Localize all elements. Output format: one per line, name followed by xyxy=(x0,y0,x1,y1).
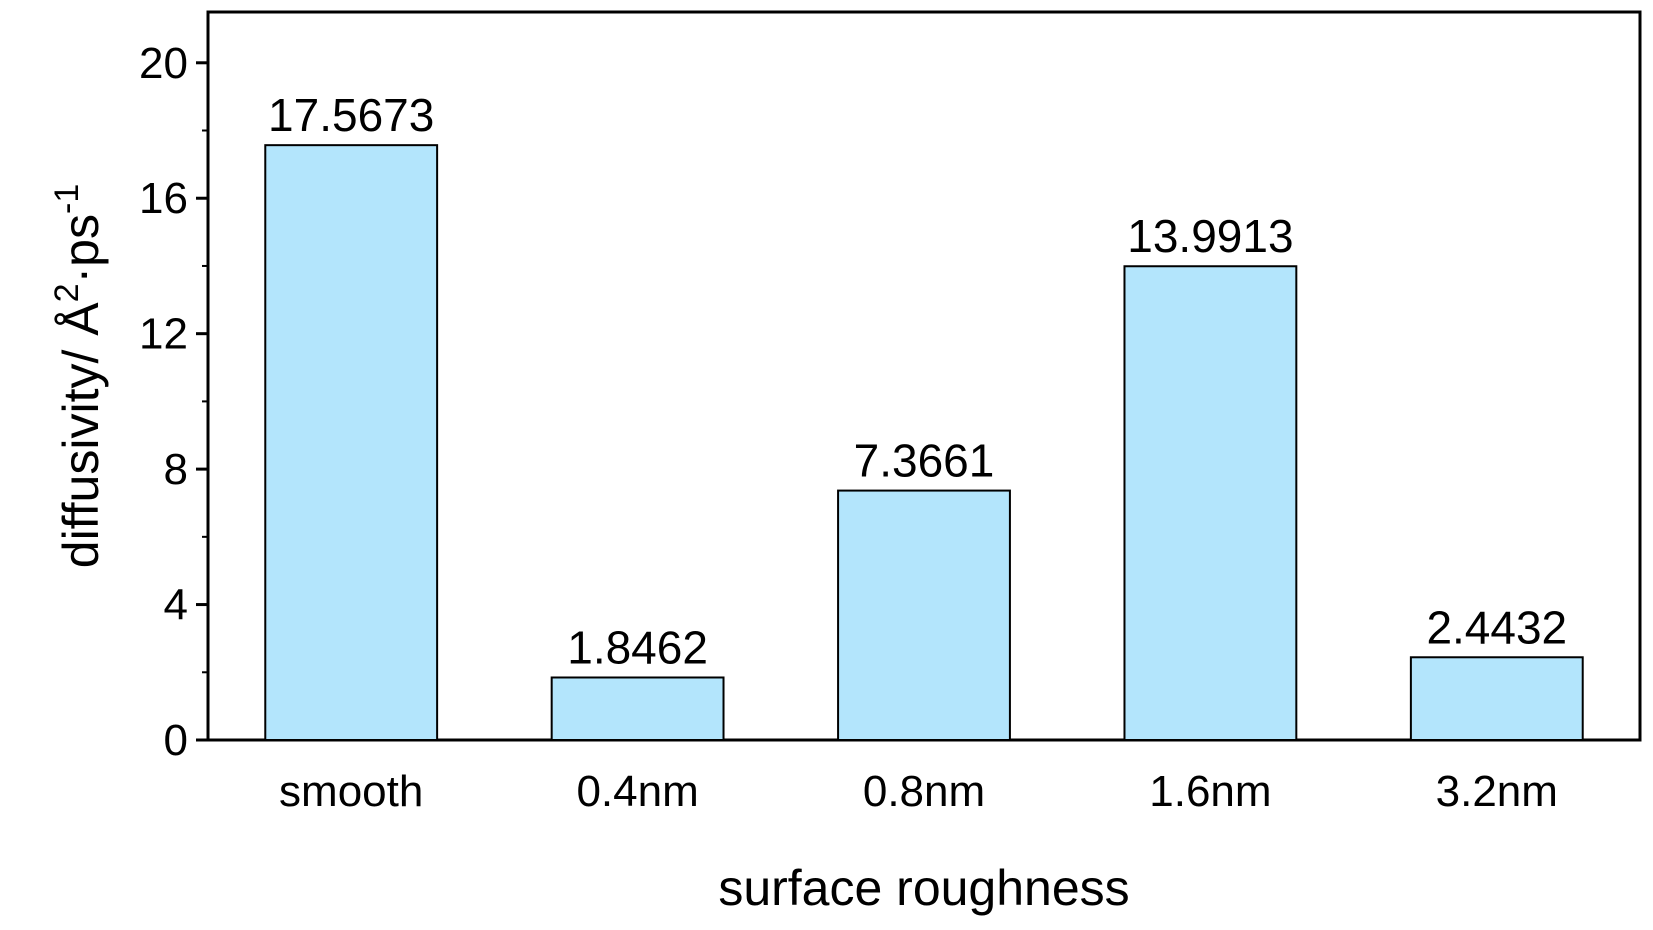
y-axis-title-sup-2: -1 xyxy=(48,184,86,214)
bar-1.6nm xyxy=(1123,265,1298,741)
data-label-0.8nm: 7.3661 xyxy=(854,435,995,487)
y-axis-title-sup-1: 2 xyxy=(48,283,86,302)
y-tick-label: 12 xyxy=(139,310,188,359)
bar-0.4nm xyxy=(550,676,725,742)
data-label-1.6nm: 13.9913 xyxy=(1127,210,1293,262)
data-labels: 17.5673 1.8462 7.3661 13.9913 2.4432 xyxy=(268,89,1567,673)
y-axis-title-mid: ·ps xyxy=(53,214,109,283)
bars xyxy=(264,144,1584,742)
x-tick-label-3.2nm: 3.2nm xyxy=(1436,767,1558,816)
x-axis-tick-labels: smooth 0.4nm 0.8nm 1.6nm 3.2nm xyxy=(279,767,1558,816)
y-tick-label: 20 xyxy=(139,39,188,88)
y-tick-label: 0 xyxy=(164,716,188,765)
y-tick-label: 4 xyxy=(164,581,188,630)
bar-0.8nm xyxy=(837,489,1011,741)
data-label-smooth: 17.5673 xyxy=(268,89,434,141)
data-label-3.2nm: 2.4432 xyxy=(1426,601,1567,653)
y-axis-ticks: 0 4 8 12 16 20 xyxy=(139,39,208,765)
y-tick-label: 16 xyxy=(139,174,188,223)
x-tick-label-0.4nm: 0.4nm xyxy=(576,767,698,816)
x-axis-title: surface roughness xyxy=(718,860,1129,916)
y-tick-label: 8 xyxy=(164,445,188,494)
x-tick-label-1.6nm: 1.6nm xyxy=(1149,767,1271,816)
data-label-0.4nm: 1.8462 xyxy=(567,621,708,673)
bar-smooth xyxy=(264,144,439,742)
x-tick-label-smooth: smooth xyxy=(279,767,423,816)
y-axis-title: diffusivity/ Å2·ps-1 xyxy=(48,184,109,568)
bar-3.2nm xyxy=(1409,656,1584,741)
y-axis-title-main: diffusivity/ Å xyxy=(53,302,109,568)
x-tick-label-0.8nm: 0.8nm xyxy=(863,767,985,816)
